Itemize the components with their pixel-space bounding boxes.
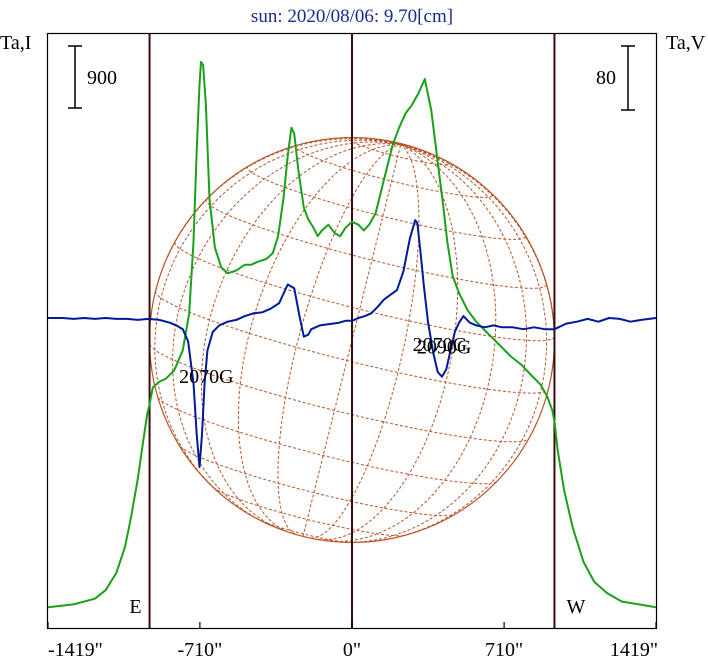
longitude-line <box>155 138 401 292</box>
chart-title: sun: 2020/08/06: 9.70[cm] <box>251 6 453 27</box>
latitude-line <box>149 344 529 443</box>
polarization-curve <box>48 219 657 468</box>
x-tick-label: 0" <box>343 639 361 661</box>
x-tick-label: -1419" <box>48 639 103 661</box>
limb-lines <box>148 34 556 628</box>
longitude-line <box>400 144 467 174</box>
limb-label: W <box>566 596 585 618</box>
left-scale-bar <box>68 45 82 109</box>
longitude-line <box>384 144 548 541</box>
intensity-curve <box>47 61 657 609</box>
plot-frame <box>46 32 658 630</box>
longitude-line <box>200 143 401 531</box>
longitude-line <box>329 137 401 146</box>
longitude-line <box>154 139 401 502</box>
right-scale-bar <box>621 45 635 111</box>
longitude-line <box>237 144 401 533</box>
right-scale-label: 80 <box>596 67 616 89</box>
series-layer <box>47 61 657 609</box>
x-tick-label: 710" <box>485 639 523 661</box>
limb-label: E <box>129 596 141 618</box>
right-axis-label: Ta,V <box>666 32 706 54</box>
longitude-line <box>400 144 416 149</box>
longitude-line <box>277 144 401 535</box>
longitude-line <box>318 144 459 541</box>
x-tick-layer: -1419" -710" 0" 710" 1419" <box>47 622 658 661</box>
longitude-line <box>311 144 420 539</box>
longitude-line <box>325 144 497 542</box>
left-axis-label: Ta,I <box>0 32 31 54</box>
field-annotation: 2070G <box>179 366 233 388</box>
field-annotation: 2070G <box>413 334 467 356</box>
x-tick-label: -710" <box>177 639 222 661</box>
left-scale-label: 900 <box>87 67 117 89</box>
longitude-line <box>339 144 528 543</box>
longitude-line <box>172 141 401 525</box>
solar-disk-grid <box>148 136 556 544</box>
longitude-line <box>302 144 402 537</box>
x-tick-label: 1419" <box>610 639 658 661</box>
longitude-line <box>400 143 407 146</box>
field-annotation: 2090G <box>417 336 471 358</box>
latitude-line <box>157 397 497 485</box>
latitude-line <box>247 165 526 240</box>
